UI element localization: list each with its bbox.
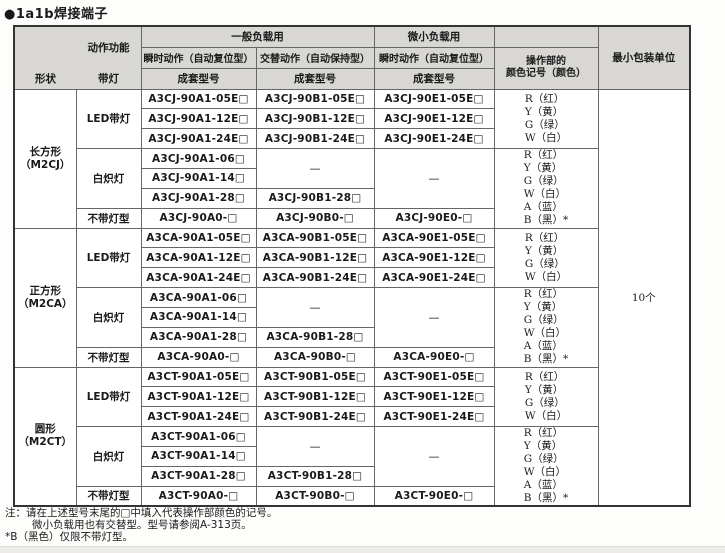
model-cell: A3CJ-90B1-05E□ xyxy=(255,88,375,110)
model-cell: A3CA-90E1-12E□ xyxy=(373,247,495,269)
set-model-header: 成套型号 xyxy=(255,67,375,90)
package-qty-cell: 10个 xyxy=(597,88,691,507)
model-cell: A3CT-90B0-□ xyxy=(255,485,375,507)
lamp-type-cell: 不带灯型 xyxy=(75,346,142,368)
dash-cell: — xyxy=(373,287,495,348)
corner-header-cell: 动作功能 形状 带灯 xyxy=(13,25,142,90)
set-model-header: 成套型号 xyxy=(140,67,257,90)
model-cell: A3CJ-90E0-□ xyxy=(373,207,495,229)
model-cell: A3CJ-90E1-12E□ xyxy=(373,108,495,130)
model-cell: A3CJ-90A1-24E□ xyxy=(140,128,257,150)
lamp-type-cell: LED带灯 xyxy=(75,227,142,289)
color-codes-cell: R（红） Y（黄） G（绿） W（白） xyxy=(493,227,599,289)
model-cell: A3CT-90E0-□ xyxy=(373,485,495,507)
spec-table: 动作功能 形状 带灯 一般负载用 微小负载用 最小包装单位 瞬时动作（自动复位型… xyxy=(13,25,691,508)
model-cell: A3CT-90A1-28□ xyxy=(140,465,257,487)
alternate-header: 交替动作（自动保持型） xyxy=(255,46,375,69)
model-cell: A3CA-90A1-05E□ xyxy=(140,227,257,249)
model-cell: A3CA-90E1-05E□ xyxy=(373,227,495,249)
model-cell: A3CA-90B1-12E□ xyxy=(255,247,375,269)
model-cell: A3CA-90B1-05E□ xyxy=(255,227,375,249)
footnote-line: 微小负载用也有交替型。型号请参阅A-313页。 xyxy=(32,519,252,532)
model-cell: A3CT-90B1-12E□ xyxy=(255,386,375,408)
footnote-line: 注：请在上述型号末尾的□中填入代表操作部颜色的记号。 xyxy=(5,507,277,519)
model-cell: A3CA-90B0-□ xyxy=(255,346,375,368)
shape-cell: 正方形 （M2CA） xyxy=(13,227,77,368)
model-cell: A3CJ-90B1-24E□ xyxy=(255,128,375,150)
lamp-type-cell: LED带灯 xyxy=(75,88,142,150)
model-cell: A3CT-90A1-24E□ xyxy=(140,406,257,428)
model-cell: A3CT-90E1-12E□ xyxy=(373,386,495,408)
model-cell: A3CA-90A1-24E□ xyxy=(140,267,257,289)
model-cell: A3CT-90A1-05E□ xyxy=(140,366,257,388)
model-cell: A3CJ-90B0-□ xyxy=(255,207,375,229)
color-codes-cell: R（红） Y（黄） G（绿） W（白） A（蓝） B（黑）* xyxy=(493,148,599,229)
color-codes-cell: R（红） Y（黄） G（绿） W（白） xyxy=(493,88,599,150)
model-cell: A3CT-90A1-06□ xyxy=(140,426,257,447)
empty-header-cell xyxy=(493,25,599,48)
color-codes-cell: R（红） Y（黄） G（绿） W（白） xyxy=(493,366,599,428)
model-cell: A3CJ-90A1-12E□ xyxy=(140,108,257,130)
model-cell: A3CT-90E1-05E□ xyxy=(373,366,495,388)
model-cell: A3CJ-90B1-12E□ xyxy=(255,108,375,130)
action-function-label: 动作功能 xyxy=(87,42,130,54)
model-cell: A3CT-90B1-24E□ xyxy=(255,406,375,428)
model-cell: A3CA-90A1-14□ xyxy=(140,306,257,328)
note-prefix: 注： xyxy=(5,507,26,519)
dash-cell: — xyxy=(255,148,375,189)
color-code-header: 操作部的 颜色记号（颜色） xyxy=(493,46,599,90)
model-cell: A3CJ-90A1-05E□ xyxy=(140,88,257,110)
lamp-type-cell: 白炽灯 xyxy=(75,148,142,209)
lamp-type-cell: 不带灯型 xyxy=(75,485,142,507)
set-model-header: 成套型号 xyxy=(373,67,495,90)
footnotes: 注：请在上述型号末尾的□中填入代表操作部颜色的记号。 微小负载用也有交替型。型号… xyxy=(5,507,277,544)
model-cell: A3CJ-90B1-28□ xyxy=(255,187,375,209)
min-package-header: 最小包装单位 xyxy=(597,25,691,90)
lamp-type-cell: 白炽灯 xyxy=(75,426,142,487)
model-cell: A3CJ-90E1-05E□ xyxy=(373,88,495,110)
model-cell: A3CT-90B1-05E□ xyxy=(255,366,375,388)
lamp-type-cell: LED带灯 xyxy=(75,366,142,428)
model-cell: A3CJ-90E1-24E□ xyxy=(373,128,495,150)
color-codes-cell: R（红） Y（黄） G（绿） W（白） A（蓝） B（黑）* xyxy=(493,426,599,507)
model-cell: A3CT-90A1-14□ xyxy=(140,445,257,467)
model-cell: A3CA-90E0-□ xyxy=(373,346,495,368)
general-load-header: 一般负载用 xyxy=(140,25,375,48)
model-cell: A3CJ-90A0-□ xyxy=(140,207,257,229)
model-cell: A3CJ-90A1-28□ xyxy=(140,187,257,209)
model-cell: A3CA-90B1-24E□ xyxy=(255,267,375,289)
model-cell: A3CA-90E1-24E□ xyxy=(373,267,495,289)
shape-column-label: 形状 xyxy=(35,73,56,85)
shape-cell: 长方形 （M2CJ） xyxy=(13,88,77,229)
model-cell: A3CA-90A1-12E□ xyxy=(140,247,257,269)
shape-cell: 圆形 （M2CT） xyxy=(13,366,77,507)
model-cell: A3CT-90A1-12E□ xyxy=(140,386,257,408)
model-cell: A3CA-90B1-28□ xyxy=(255,326,375,348)
model-cell: A3CT-90A0-□ xyxy=(140,485,257,507)
dash-cell: — xyxy=(373,426,495,487)
footnote-line: *B（黑色）仅限不带灯型。 xyxy=(5,531,133,544)
micro-load-header: 微小负载用 xyxy=(373,25,495,48)
dash-cell: — xyxy=(255,287,375,328)
page-bottom-strip xyxy=(0,546,725,553)
page-title: ●1a1b焊接端子 xyxy=(4,7,109,22)
dash-cell: — xyxy=(373,148,495,209)
color-codes-cell: R（红） Y（黄） G（绿） W（白） A（蓝） B（黑）* xyxy=(493,287,599,368)
lamp-type-cell: 白炽灯 xyxy=(75,287,142,348)
micro-momentary-header: 瞬时动作（自动复位型） xyxy=(373,46,495,69)
model-cell: A3CT-90B1-28□ xyxy=(255,465,375,487)
model-cell: A3CT-90E1-24E□ xyxy=(373,406,495,428)
dash-cell: — xyxy=(255,426,375,467)
model-cell: A3CA-90A0-□ xyxy=(140,346,257,368)
note-text: 请在上述型号末尾的□中填入代表操作部颜色的记号。 xyxy=(26,507,278,519)
model-cell: A3CA-90A1-28□ xyxy=(140,326,257,348)
model-cell: A3CJ-90A1-14□ xyxy=(140,167,257,189)
lamp-column-label: 带灯 xyxy=(98,73,119,85)
lamp-type-cell: 不带灯型 xyxy=(75,207,142,229)
model-cell: A3CJ-90A1-06□ xyxy=(140,148,257,169)
model-cell: A3CA-90A1-06□ xyxy=(140,287,257,308)
momentary-header: 瞬时动作（自动复位型） xyxy=(140,46,257,69)
